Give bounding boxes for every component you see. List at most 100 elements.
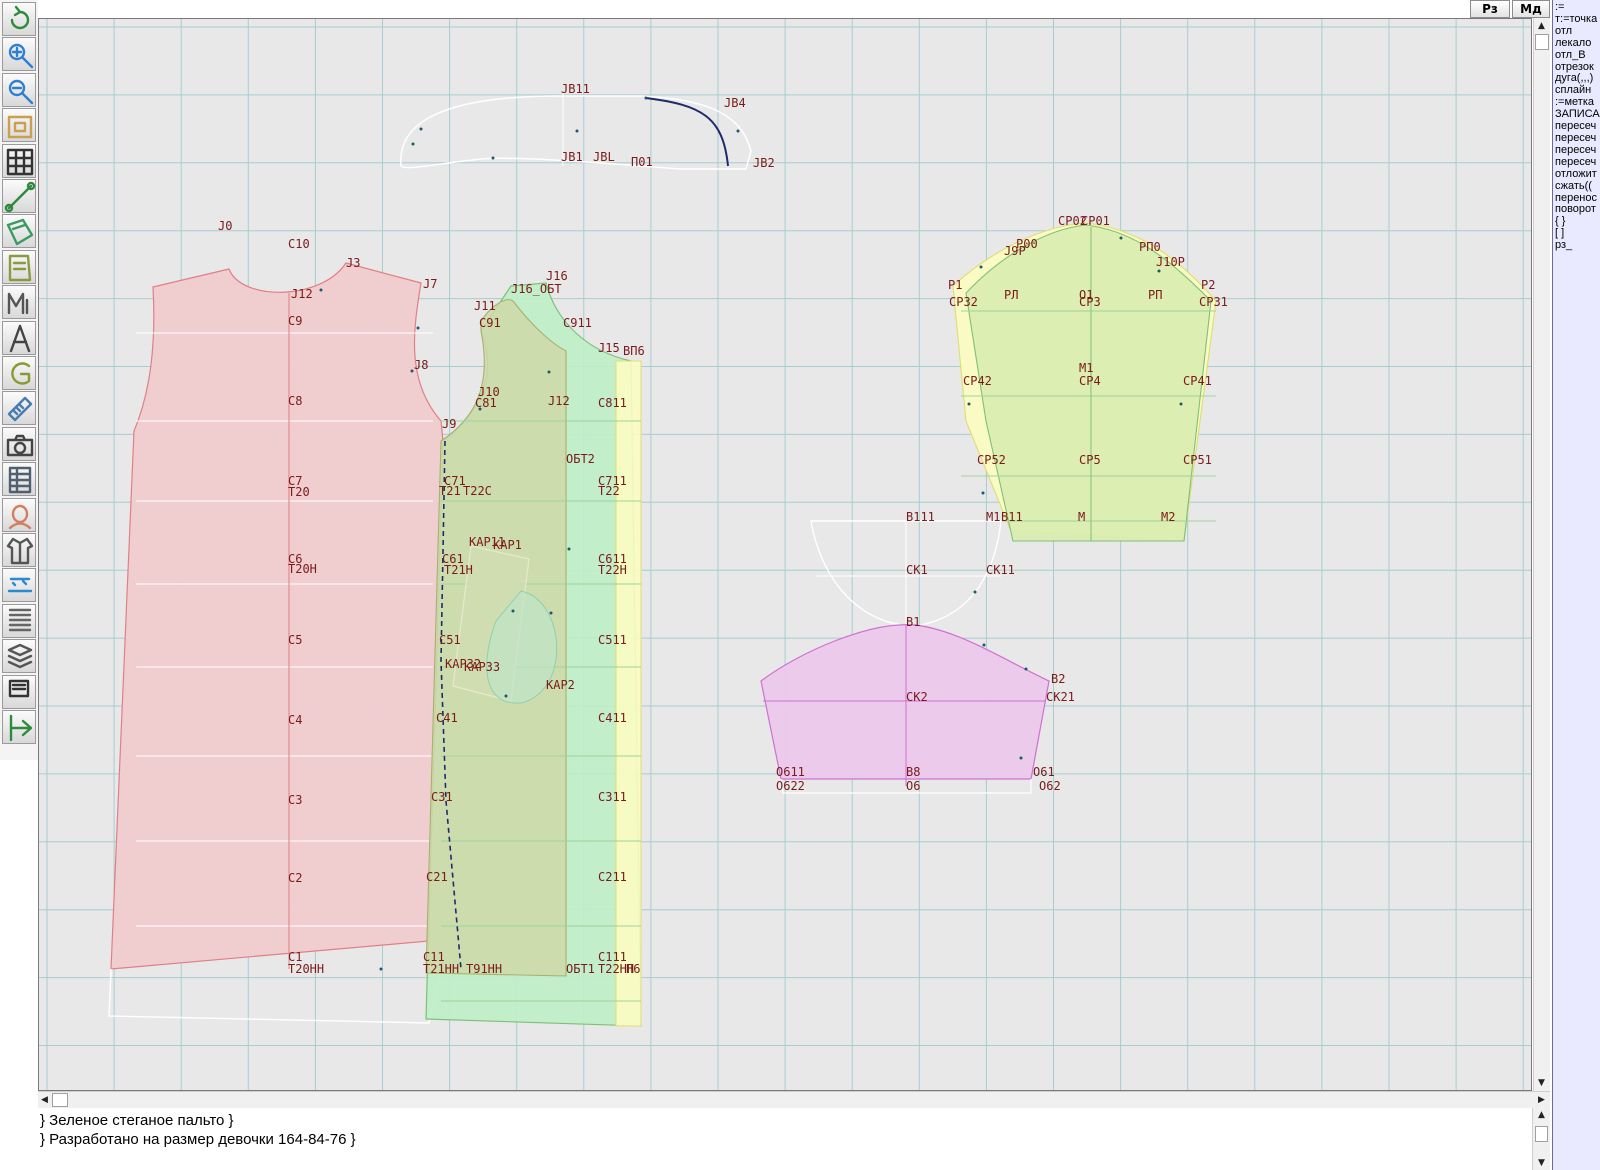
console-scroll-down-icon[interactable]: ▼: [1538, 1158, 1545, 1168]
point-label: CP31: [1199, 295, 1228, 309]
camera-tool-button[interactable]: [2, 426, 36, 461]
console-scroll-up-icon[interactable]: ▲: [1538, 1110, 1545, 1120]
hood-hem-outline: [780, 778, 1032, 794]
console-output: } Зеленое стеганое пальто } } Разработан…: [38, 1108, 1532, 1170]
layout-tool-button[interactable]: [2, 214, 36, 249]
command-item[interactable]: пересеч: [1555, 155, 1597, 168]
layout-icon: [6, 219, 34, 246]
point-label: J12: [548, 394, 570, 408]
command-item[interactable]: лекало: [1555, 36, 1592, 49]
jacket-tool-button[interactable]: [2, 533, 36, 567]
command-item[interactable]: отложит: [1555, 167, 1597, 180]
zoom-window-icon: [7, 115, 33, 139]
view-3d-tool-button[interactable]: [2, 568, 36, 603]
point-label: CP52: [977, 453, 1006, 467]
point-label: PЛ: [1004, 288, 1018, 302]
horizontal-scroll-thumb[interactable]: [52, 1093, 68, 1107]
scroll-right-arrow-icon[interactable]: ▶: [1538, 1095, 1545, 1105]
avatar-tool-button[interactable]: [2, 497, 36, 532]
grid-tool-button[interactable]: [2, 143, 36, 178]
text-doc-icon: [8, 608, 32, 631]
point-label: C911: [563, 316, 592, 330]
command-item[interactable]: пересеч: [1555, 143, 1597, 156]
point-label: C11: [423, 950, 445, 964]
point-label: CP4: [1079, 374, 1101, 388]
md-button[interactable]: Мд: [1512, 0, 1550, 18]
construction-point: [416, 326, 420, 330]
scroll-up-arrow-icon[interactable]: ▲: [1538, 21, 1545, 31]
console-scrollbar[interactable]: ▲ ▼: [1532, 1108, 1550, 1170]
point-label: CP3: [1079, 295, 1101, 309]
point-label: C411: [598, 711, 627, 725]
command-item[interactable]: поворот: [1555, 203, 1596, 216]
point-label: J9: [442, 417, 456, 431]
point-label: C31: [431, 790, 453, 804]
drawing-canvas[interactable]: JB11 JB4 JB1 JBL П01 JB2 J0 C10 J3 J7 J12 C9 J8 C8 J9 C…: [38, 18, 1532, 1091]
scroll-left-arrow-icon[interactable]: ◀: [41, 1095, 48, 1105]
point-label: C6: [288, 552, 302, 566]
jacket-icon: [6, 537, 34, 565]
zoom-window-tool-button[interactable]: [2, 108, 36, 143]
left-toolbar: [0, 0, 38, 760]
command-item[interactable]: пересеч: [1555, 120, 1597, 133]
point-label: C511: [598, 633, 627, 647]
horizontal-scrollbar[interactable]: ◀ ▶: [38, 1091, 1550, 1108]
refresh-tool-button[interactable]: [2, 2, 36, 36]
command-item[interactable]: отл: [1555, 24, 1573, 37]
scroll-down-arrow-icon[interactable]: ▼: [1538, 1078, 1545, 1088]
construction-point: [511, 609, 515, 613]
command-item[interactable]: [ ]: [1555, 227, 1565, 240]
command-item[interactable]: :=метка: [1555, 96, 1595, 109]
point-label: J11: [474, 299, 496, 313]
command-item[interactable]: сплайн: [1555, 84, 1592, 97]
command-item[interactable]: сжать((: [1555, 179, 1592, 192]
command-item[interactable]: дуга(,,,): [1555, 72, 1594, 85]
measure-m-tool-button[interactable]: [2, 285, 36, 320]
construction-point: [575, 129, 579, 133]
point-label: CK1: [906, 563, 928, 577]
point-label: J15: [598, 341, 620, 355]
vertical-scrollbar[interactable]: ▲ ▼: [1533, 18, 1550, 1091]
command-item[interactable]: отл_В: [1555, 48, 1586, 61]
construction-point: [491, 156, 495, 160]
pattern-tool-button[interactable]: [2, 249, 36, 284]
algorithm-tool-button[interactable]: [2, 674, 36, 709]
command-item[interactable]: перенос: [1555, 191, 1598, 204]
vertical-scroll-thumb[interactable]: [1535, 34, 1549, 50]
point-label: P2: [1201, 278, 1215, 292]
zoom-out-tool-button[interactable]: [2, 72, 36, 107]
segment-tool-button[interactable]: [2, 179, 36, 213]
text-doc-tool-button[interactable]: [2, 603, 36, 638]
point-label: B111: [906, 510, 935, 524]
avatar-icon: [8, 504, 32, 529]
point-label: T22: [598, 484, 620, 498]
back-piece: [110, 262, 444, 970]
exit-tool-button[interactable]: [2, 710, 36, 744]
point-label: CK2: [906, 690, 928, 704]
ruler-tool-button[interactable]: [2, 391, 36, 426]
point-label: T20HH: [288, 962, 324, 976]
command-panel: := т:=точка отл лекало отл_В отрезок дуга(,,,)…: [1552, 0, 1600, 1170]
command-item[interactable]: { }: [1555, 215, 1566, 228]
command-item[interactable]: отрезок: [1555, 60, 1594, 73]
front-dashed-edge: [440, 440, 462, 970]
point-label: JB2: [753, 156, 775, 170]
table-tool-button[interactable]: [2, 462, 36, 497]
construction-point: [1179, 402, 1183, 406]
point-label: JB1: [561, 150, 583, 164]
compass-tool-button[interactable]: [2, 320, 36, 355]
compass-icon: [9, 324, 31, 352]
command-item[interactable]: ЗАПИСА: [1555, 108, 1600, 121]
console-scroll-thumb[interactable]: [1535, 1126, 1548, 1142]
command-item[interactable]: т:=точка: [1555, 12, 1598, 25]
rz-button[interactable]: Рз: [1470, 0, 1510, 18]
layers-tool-button[interactable]: [2, 639, 36, 674]
command-item[interactable]: пересеч: [1555, 131, 1597, 144]
graduate-g-tool-button[interactable]: [2, 356, 36, 390]
point-label: O62: [1039, 779, 1061, 793]
zoom-in-tool-button[interactable]: [2, 37, 36, 72]
command-item[interactable]: :=: [1555, 1, 1565, 13]
grid-lines: [39, 19, 1531, 1090]
command-item[interactable]: рз_: [1555, 239, 1573, 252]
point-label: C211: [598, 870, 627, 884]
